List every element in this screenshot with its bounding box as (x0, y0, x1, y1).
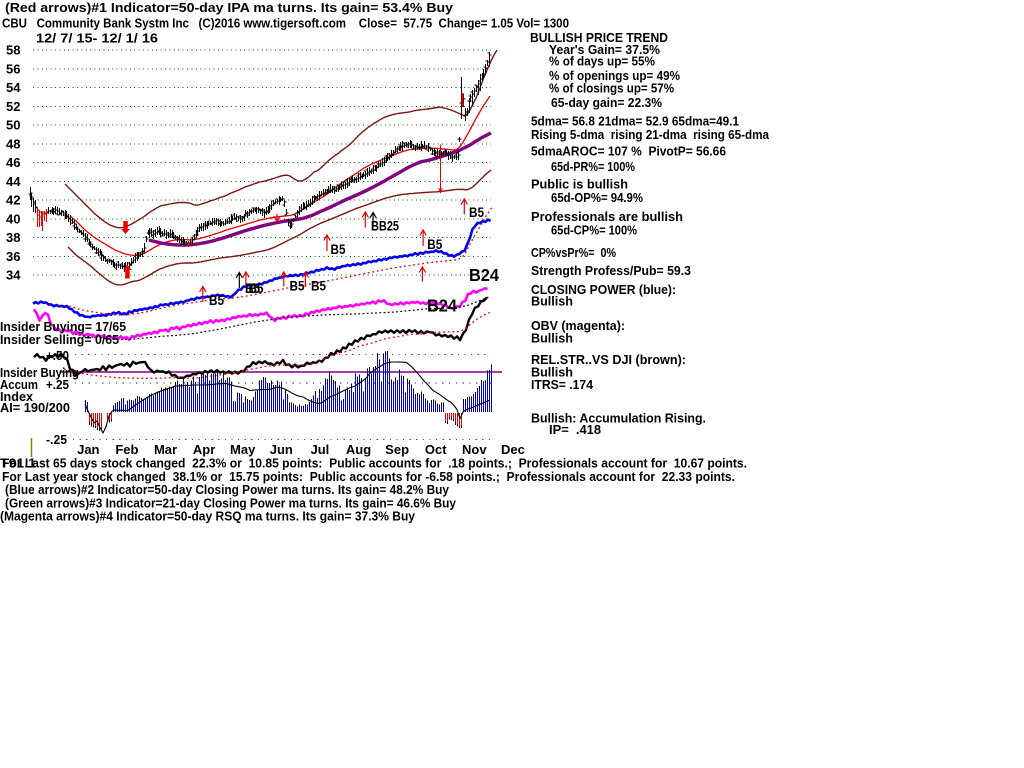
svg-text:38: 38 (6, 230, 20, 245)
svg-text:% of openings up= 49%: % of openings up= 49% (549, 68, 680, 83)
svg-text:CP%vsPr%= 0%: CP%vsPr%= 0% (531, 245, 616, 260)
svg-text:5dma= 56.8 21dma= 52.9 65dma=4: 5dma= 56.8 21dma= 52.9 65dma=49.1 (531, 114, 739, 129)
svg-text:Index: Index (0, 389, 34, 404)
svg-text:Accum: Accum (0, 377, 38, 392)
svg-text:ITRS= .174: ITRS= .174 (531, 377, 594, 392)
svg-text:(Green arrows)#3 Indicator=21-: (Green arrows)#3 Indicator=21-day Closin… (5, 496, 457, 511)
svg-text:-.25: -.25 (46, 432, 67, 447)
svg-text:+.25: +.25 (46, 377, 69, 392)
svg-text:B5: B5 (469, 205, 484, 220)
svg-text:B5: B5 (209, 293, 224, 308)
svg-text:+.50: +.50 (46, 348, 69, 363)
svg-text:Jan: Jan (77, 442, 99, 457)
svg-text:42: 42 (6, 193, 20, 208)
svg-text:5dmaAROC= 107 % PivotP= 56.66: 5dmaAROC= 107 % PivotP= 56.66 (531, 144, 726, 159)
svg-text:Aug: Aug (346, 442, 371, 457)
svg-text:B5: B5 (311, 279, 326, 294)
svg-text:56: 56 (6, 61, 20, 76)
svg-text:(Blue arrows)#2 Indicator=50-d: (Blue arrows)#2 Indicator=50-day Closing… (5, 482, 450, 497)
svg-text:Jun: Jun (270, 442, 293, 457)
svg-text:44: 44 (6, 174, 21, 189)
svg-text:Professionals are bullish: Professionals are bullish (531, 209, 683, 224)
svg-text:48: 48 (6, 136, 20, 151)
svg-text:IP= .418: IP= .418 (549, 422, 601, 437)
svg-text:Feb: Feb (115, 442, 138, 457)
svg-text:% of closings up= 57%: % of closings up= 57% (549, 81, 674, 96)
svg-text:65d-PR%= 100%: 65d-PR%= 100% (551, 159, 635, 174)
svg-text:B5: B5 (249, 281, 264, 296)
svg-text:B24: B24 (469, 265, 499, 285)
svg-text:Insider Buying: Insider Buying (0, 365, 79, 380)
svg-text:65-day gain= 22.3%: 65-day gain= 22.3% (551, 95, 662, 110)
svg-text:Sep: Sep (385, 442, 409, 457)
svg-text:AI= 190/200: AI= 190/200 (0, 400, 70, 415)
svg-text:52: 52 (6, 99, 20, 114)
svg-text:58: 58 (6, 43, 20, 58)
svg-text:Insider Buying= 17/65: Insider Buying= 17/65 (0, 319, 126, 334)
svg-text:B5: B5 (290, 279, 305, 294)
svg-text:40: 40 (6, 211, 20, 226)
svg-text:BULLISH PRICE TREND: BULLISH PRICE TREND (530, 30, 668, 45)
svg-text:REL.STR..VS DJI (brown):: REL.STR..VS DJI (brown): (531, 352, 686, 367)
svg-text:Nov: Nov (462, 442, 487, 457)
svg-text:B5: B5 (331, 242, 346, 257)
svg-text:65d-OP%= 94.9%: 65d-OP%= 94.9% (551, 190, 643, 205)
svg-text:B24: B24 (427, 296, 457, 316)
svg-text:Bullish: Bullish (531, 294, 573, 309)
svg-text:Apr: Apr (193, 442, 215, 457)
svg-text:B5: B5 (427, 237, 442, 252)
svg-text:May: May (230, 442, 256, 457)
svg-text:BB25: BB25 (371, 219, 399, 234)
svg-text:Rising 5-dma rising 21-dma r: Rising 5-dma rising 21-dma rising 65-dma (531, 127, 770, 142)
svg-text:12/ 7/ 15- 12/ 1/ 16: 12/ 7/ 15- 12/ 1/ 16 (36, 31, 158, 46)
svg-text:Year's Gain= 37.5%: Year's Gain= 37.5% (549, 42, 660, 57)
svg-text:(Red arrows)#1 Indicator=50-da: (Red arrows)#1 Indicator=50-day IPA ma t… (5, 0, 454, 15)
svg-text:For Last year stock changed 3: For Last year stock changed 38.1% or 15.… (2, 469, 735, 484)
svg-text:(Magenta arrows)#4 Indicator=5: (Magenta arrows)#4 Indicator=50-day RSQ … (0, 509, 416, 524)
svg-text:50: 50 (6, 118, 20, 133)
svg-text:34: 34 (6, 268, 21, 283)
svg-text:Strength Profess/Pub= 59.3: Strength Profess/Pub= 59.3 (531, 263, 691, 278)
svg-text:CBU Community Bank Systm Inc: CBU Community Bank Systm Inc (C)2016 www… (2, 16, 569, 31)
svg-text:54: 54 (6, 80, 21, 95)
svg-text:T91.1: T91.1 (0, 456, 36, 471)
svg-text:Bullish: Bullish (531, 365, 573, 380)
svg-text:Public is bullish: Public is bullish (531, 177, 628, 192)
svg-text:65d-CP%= 100%: 65d-CP%= 100% (551, 223, 637, 238)
svg-text:Oct: Oct (425, 442, 447, 457)
svg-text:Bullish: Bullish (531, 331, 573, 346)
svg-text:46: 46 (6, 155, 20, 170)
svg-text:Insider Selling= 0/65: Insider Selling= 0/65 (0, 332, 119, 347)
svg-text:Jul: Jul (311, 442, 330, 457)
svg-text:CLOSING POWER (blue):: CLOSING POWER (blue): (531, 282, 676, 297)
svg-text:Bullish: Accumulation Rising.: Bullish: Accumulation Rising. (531, 411, 706, 426)
svg-text:% of days up= 55%: % of days up= 55% (549, 54, 655, 69)
svg-text:Dec: Dec (501, 442, 525, 457)
svg-text:B5: B5 (245, 281, 260, 296)
svg-text:36: 36 (6, 249, 20, 264)
svg-text:Mar: Mar (154, 442, 177, 457)
svg-text:For Last 65 days stock changed: For Last 65 days stock changed 22.3% or … (2, 456, 747, 471)
svg-text:OBV (magenta):: OBV (magenta): (531, 318, 625, 333)
